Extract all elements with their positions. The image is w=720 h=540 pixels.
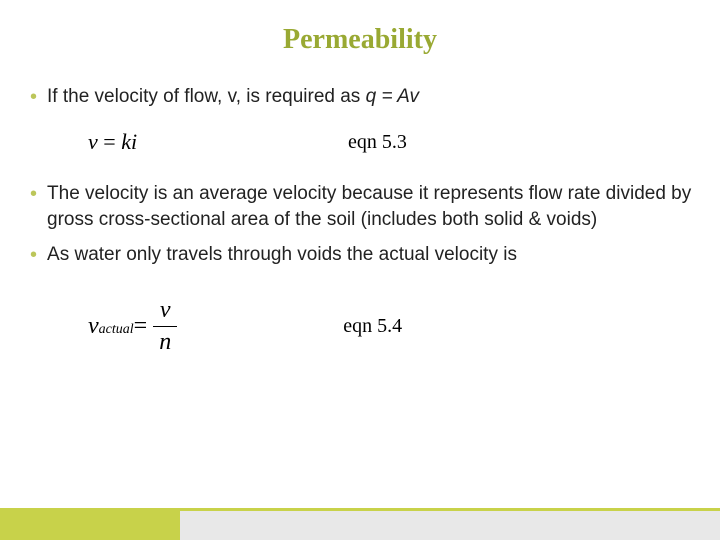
eq2-fraction: v n [153, 297, 177, 355]
eq2-numerator: v [154, 297, 177, 325]
eq2-sub: actual [99, 322, 134, 338]
footer-accent-block [0, 508, 180, 540]
equation-2-body: vactual = v n [88, 297, 183, 355]
eq1-rhs: ki [121, 129, 137, 154]
bullet-1-prefix: If the velocity of flow, v, is required … [47, 86, 366, 107]
bullet-dot-icon: • [30, 242, 37, 269]
bullet-item-3: • As water only travels through voids th… [28, 242, 692, 269]
bullet-text-3: As water only travels through voids the … [47, 242, 692, 268]
footer-gray-block [180, 508, 720, 540]
slide-title: Permeability [28, 24, 692, 56]
equation-1: v = ki eqn 5.3 [88, 129, 692, 155]
equation-2-label: eqn 5.4 [343, 315, 402, 338]
bullet-dot-icon: • [30, 84, 37, 111]
equation-1-body: v = ki [88, 129, 348, 155]
eq1-v: v [88, 129, 98, 154]
eq2-equals: = [134, 313, 148, 340]
bullet-item-1: • If the velocity of flow, v, is require… [28, 84, 692, 111]
slide-container: Permeability • If the velocity of flow, … [0, 0, 720, 540]
bullet-1-eq: q = Av [366, 86, 419, 107]
bullet-dot-icon: • [30, 181, 37, 208]
footer-bar [0, 508, 720, 540]
equation-2: vactual = v n eqn 5.4 [88, 297, 692, 355]
bullet-text-2: The velocity is an average velocity beca… [47, 181, 692, 232]
equation-1-label: eqn 5.3 [348, 131, 407, 154]
bullet-item-2: • The velocity is an average velocity be… [28, 181, 692, 232]
eq2-v: v [88, 313, 99, 340]
eq1-equals: = [98, 129, 121, 154]
bullet-text-1: If the velocity of flow, v, is required … [47, 84, 692, 110]
eq2-denominator: n [153, 326, 177, 355]
